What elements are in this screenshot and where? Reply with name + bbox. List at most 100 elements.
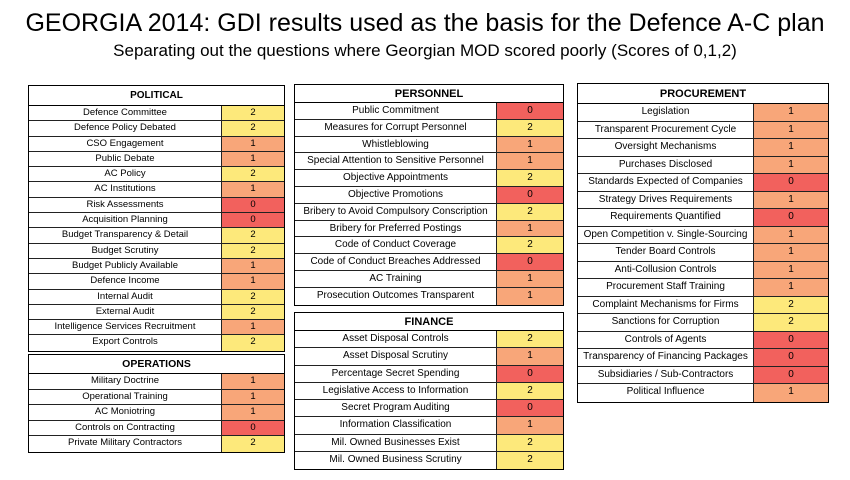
score-cell: 2 bbox=[497, 382, 563, 400]
indicator-label: Transparency of Financing Packages bbox=[578, 349, 754, 366]
indicator-label: Defence Committee bbox=[29, 106, 222, 121]
indicator-label: Oversight Mechanisms bbox=[578, 139, 754, 156]
table-row: AC Policy 2 bbox=[29, 167, 284, 183]
indicator-label: Budget Scrutiny bbox=[29, 243, 222, 258]
table-row: Secret Program Auditing 0 bbox=[295, 400, 563, 418]
score-cell: 1 bbox=[497, 348, 563, 365]
score-cell: 1 bbox=[222, 258, 284, 274]
personnel-rows: Public Commitment 0 Measures for Corrupt P… bbox=[295, 103, 563, 305]
indicator-label: Standards Expected of Companies bbox=[578, 174, 754, 191]
procurement-table: PROCUREMENT Legislation 1 Transparent Proc… bbox=[577, 83, 829, 403]
score-cell: 2 bbox=[497, 452, 563, 470]
table-row: Budget Transparency & Detail 2 bbox=[29, 228, 284, 244]
table-row: Open Competition v. Single-Sourcing 1 bbox=[578, 226, 828, 244]
score-cell: 1 bbox=[222, 151, 284, 167]
indicator-label: Bribery to Avoid Compulsory Conscription bbox=[295, 203, 497, 220]
table-row: AC Moniotring 1 bbox=[29, 405, 284, 421]
table-row: Prosecution Outcomes Transparent 1 bbox=[295, 287, 563, 305]
score-cell: 2 bbox=[222, 289, 284, 304]
table-row: Code of Conduct Coverage 2 bbox=[295, 237, 563, 255]
indicator-label: AC Moniotring bbox=[29, 405, 222, 420]
score-cell: 2 bbox=[497, 203, 563, 220]
table-row: Asset Disposal Controls 2 bbox=[295, 331, 563, 349]
indicator-label: Internal Audit bbox=[29, 289, 222, 304]
table-row: Procurement Staff Training 1 bbox=[578, 279, 828, 297]
score-cell: 1 bbox=[754, 279, 828, 296]
indicator-label: Objective Promotions bbox=[295, 186, 497, 203]
indicator-label: Budget Publicly Available bbox=[29, 258, 222, 274]
indicator-label: Bribery for Preferred Postings bbox=[295, 220, 497, 237]
indicator-label: Public Commitment bbox=[295, 103, 497, 119]
table-row: Budget Publicly Available 1 bbox=[29, 258, 284, 275]
indicator-label: Mil. Owned Business Scrutiny bbox=[295, 452, 497, 470]
indicator-label: Requirements Quantified bbox=[578, 209, 754, 226]
table-row: Objective Promotions 0 bbox=[295, 186, 563, 204]
table-row: Subsidiaries / Sub-Contractors 0 bbox=[578, 366, 828, 384]
score-cell: 1 bbox=[754, 139, 828, 156]
table-row: Measures for Corrupt Personnel 2 bbox=[295, 119, 563, 137]
table-row: Operational Training 1 bbox=[29, 389, 284, 405]
table-row: Public Commitment 0 bbox=[295, 103, 563, 120]
indicator-label: AC Training bbox=[295, 270, 497, 287]
score-cell: 2 bbox=[222, 335, 284, 351]
score-cell: 1 bbox=[222, 136, 284, 151]
indicator-label: Transparent Procurement Cycle bbox=[578, 121, 754, 138]
indicator-label: Information Classification bbox=[295, 417, 497, 434]
table-row: AC Training 1 bbox=[295, 270, 563, 288]
personnel-header: PERSONNEL bbox=[295, 85, 563, 103]
indicator-label: Purchases Disclosed bbox=[578, 156, 754, 173]
table-row: Legislation 1 bbox=[578, 104, 828, 122]
indicator-label: Asset Disposal Scrutiny bbox=[295, 348, 497, 365]
score-cell: 0 bbox=[754, 349, 828, 366]
score-cell: 2 bbox=[222, 436, 284, 452]
indicator-label: Secret Program Auditing bbox=[295, 400, 497, 417]
score-cell: 2 bbox=[222, 106, 284, 121]
table-row: Controls on Contracting 0 bbox=[29, 420, 284, 436]
table-row: Risk Assessments 0 bbox=[29, 197, 284, 214]
table-row: Percentage Secret Spending 0 bbox=[295, 365, 563, 383]
indicator-label: Code of Conduct Coverage bbox=[295, 237, 497, 254]
indicator-label: Operational Training bbox=[29, 389, 222, 404]
table-row: Mil. Owned Businesses Exist 2 bbox=[295, 434, 563, 453]
indicator-label: AC Institutions bbox=[29, 182, 222, 197]
score-cell: 2 bbox=[222, 304, 284, 320]
personnel-table: PERSONNEL Public Commitment 0 Measures for… bbox=[294, 84, 564, 306]
indicator-label: Measures for Corrupt Personnel bbox=[295, 119, 497, 136]
indicator-label: Objective Appointments bbox=[295, 170, 497, 186]
score-cell: 2 bbox=[497, 170, 563, 186]
table-row: Strategy Drives Requirements 1 bbox=[578, 191, 828, 209]
score-cell: 2 bbox=[497, 237, 563, 254]
indicator-label: Tender Board Controls bbox=[578, 244, 754, 261]
table-row: Mil. Owned Business Scrutiny 2 bbox=[295, 452, 563, 470]
table-row: Purchases Disclosed 1 bbox=[578, 156, 828, 174]
score-cell: 1 bbox=[222, 182, 284, 197]
indicator-label: Percentage Secret Spending bbox=[295, 365, 497, 382]
table-row: Internal Audit 2 bbox=[29, 289, 284, 305]
indicator-label: Political Influence bbox=[578, 384, 754, 402]
table-row: Code of Conduct Breaches Addressed 0 bbox=[295, 254, 563, 271]
table-row: Defence Committee 2 bbox=[29, 106, 284, 122]
political-table: POLITICAL Defence Committee 2 Defence Poli… bbox=[28, 85, 285, 352]
operations-table: OPERATIONS Military Doctrine 1 Operational… bbox=[28, 354, 285, 453]
score-cell: 2 bbox=[497, 119, 563, 136]
indicator-label: CSO Engagement bbox=[29, 136, 222, 151]
finance-header: FINANCE bbox=[295, 313, 563, 331]
score-cell: 0 bbox=[754, 366, 828, 383]
score-cell: 0 bbox=[222, 213, 284, 228]
indicator-label: Sanctions for Corruption bbox=[578, 314, 754, 331]
table-row: Special Attention to Sensitive Personnel… bbox=[295, 153, 563, 171]
indicator-label: Strategy Drives Requirements bbox=[578, 191, 754, 208]
table-row: Bribery to Avoid Compulsory Conscription… bbox=[295, 203, 563, 221]
table-row: Whistleblowing 1 bbox=[295, 136, 563, 154]
table-row: Requirements Quantified 0 bbox=[578, 209, 828, 227]
indicator-label: Intelligence Services Recruitment bbox=[29, 320, 222, 335]
score-cell: 1 bbox=[754, 261, 828, 278]
table-row: AC Institutions 1 bbox=[29, 182, 284, 198]
score-cell: 1 bbox=[754, 156, 828, 173]
table-row: Intelligence Services Recruitment 1 bbox=[29, 320, 284, 336]
table-row: Defence Income 1 bbox=[29, 274, 284, 290]
table-row: Asset Disposal Scrutiny 1 bbox=[295, 348, 563, 366]
score-cell: 1 bbox=[754, 226, 828, 243]
score-cell: 1 bbox=[222, 320, 284, 335]
table-row: Controls of Agents 0 bbox=[578, 331, 828, 349]
